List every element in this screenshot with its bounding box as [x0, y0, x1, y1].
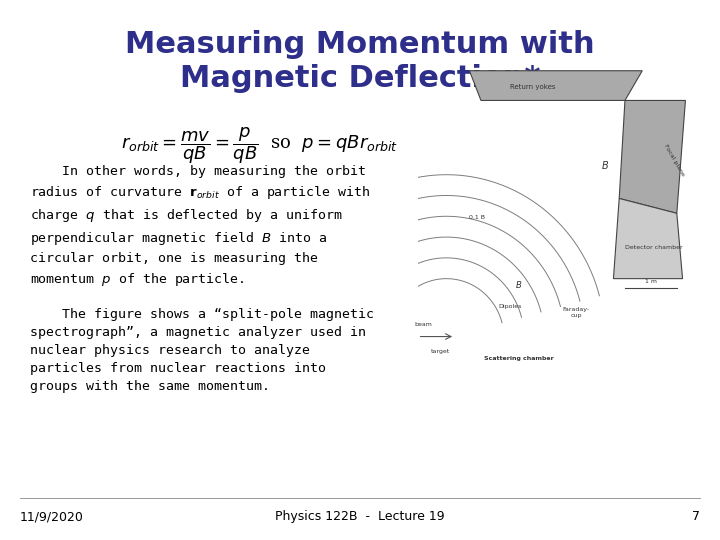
- Text: Scattering chamber: Scattering chamber: [484, 356, 553, 361]
- Text: $B$: $B$: [515, 279, 522, 289]
- Text: 0.1 B: 0.1 B: [469, 215, 485, 220]
- Text: Physics 122B  -  Lecture 19: Physics 122B - Lecture 19: [275, 510, 445, 523]
- Text: In other words, by measuring the orbit
radius of curvature $\mathbf{r}_{orbit}$ : In other words, by measuring the orbit r…: [30, 165, 371, 288]
- Text: Dipoles: Dipoles: [498, 305, 521, 309]
- Text: target: target: [431, 349, 450, 354]
- Text: $B$: $B$: [600, 159, 609, 171]
- Text: Focal plane: Focal plane: [663, 143, 685, 177]
- Text: Return yokes: Return yokes: [510, 84, 556, 90]
- Text: Detector chamber: Detector chamber: [625, 245, 683, 250]
- Polygon shape: [469, 71, 642, 100]
- Text: 11/9/2020: 11/9/2020: [20, 510, 84, 523]
- Text: $r_{orbit} = \dfrac{mv}{qB} = \dfrac{p}{qB}$  so  $p = qBr_{orbit}$: $r_{orbit} = \dfrac{mv}{qB} = \dfrac{p}{…: [122, 125, 399, 166]
- Text: Measuring Momentum with
Magnetic Deflection*: Measuring Momentum with Magnetic Deflect…: [125, 30, 595, 92]
- Text: 1 m: 1 m: [645, 279, 657, 284]
- Text: 7: 7: [692, 510, 700, 523]
- Text: beam: beam: [415, 322, 433, 327]
- Text: The figure shows a “split-pole magnetic
spectrograph”, a magnetic analyzer used : The figure shows a “split-pole magnetic …: [30, 308, 374, 393]
- Polygon shape: [613, 198, 683, 279]
- Text: Faraday-
cup: Faraday- cup: [562, 307, 590, 318]
- Polygon shape: [619, 100, 685, 213]
